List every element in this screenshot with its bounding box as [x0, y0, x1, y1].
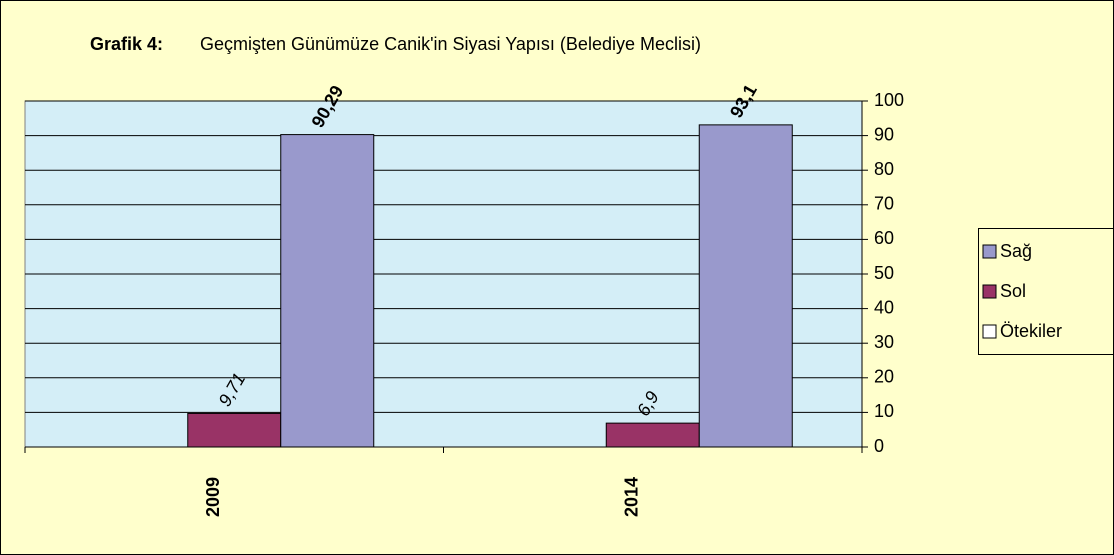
legend-label: Ötekiler — [1000, 321, 1062, 341]
bar — [698, 124, 793, 448]
legend-swatch — [982, 324, 997, 339]
legend-label: Sol — [1000, 281, 1026, 301]
y-tick-label: 0 — [874, 436, 884, 456]
legend-label: Sağ — [1000, 241, 1032, 261]
y-tick-label: 80 — [874, 159, 894, 179]
legend-swatch — [982, 244, 997, 259]
x-tick-label: 2009 — [203, 477, 223, 517]
y-tick-label: 90 — [874, 124, 894, 144]
legend — [978, 228, 1114, 355]
bar — [187, 412, 282, 448]
y-tick-label: 40 — [874, 297, 894, 317]
y-tick-label: 100 — [874, 90, 904, 110]
chart-title: Geçmişten Günümüze Canik'in Siyasi Yapıs… — [200, 34, 701, 54]
y-tick-label: 20 — [874, 367, 894, 387]
x-tick-label: 2014 — [622, 477, 642, 517]
y-tick-label: 10 — [874, 401, 894, 421]
chart-title-label: Grafik 4: — [90, 34, 163, 54]
y-tick-label: 50 — [874, 263, 894, 283]
legend-swatch — [982, 284, 997, 299]
y-tick-label: 60 — [874, 228, 894, 248]
y-tick-label: 70 — [874, 194, 894, 214]
bar — [280, 134, 375, 448]
y-tick-label: 30 — [874, 332, 894, 352]
bar — [605, 422, 700, 448]
